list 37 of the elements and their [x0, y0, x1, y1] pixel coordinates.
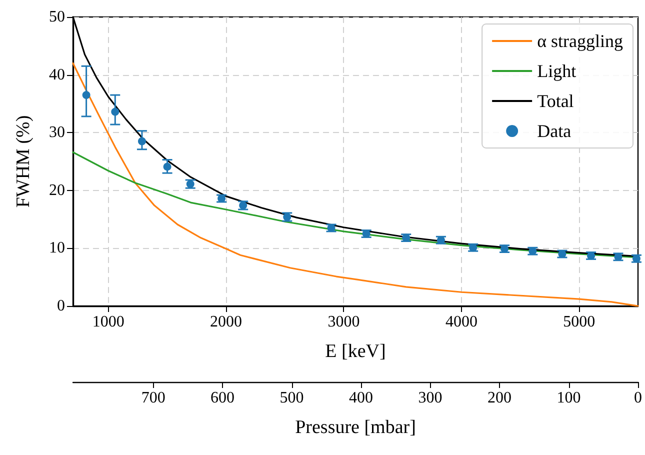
legend-label: Total	[537, 91, 574, 111]
x2-tick-label: 600	[210, 390, 235, 406]
point	[362, 230, 370, 238]
point	[528, 247, 537, 256]
x-tick-label: 1000	[92, 314, 124, 330]
y-tick-label: 20	[49, 182, 65, 199]
y-tick-label: 40	[49, 66, 65, 84]
x2-tick-label: 400	[349, 390, 374, 406]
y-axis-title: FWHM (%)	[13, 115, 34, 208]
x-tick-label: 5000	[563, 314, 596, 330]
x2-tick-label: 100	[556, 390, 581, 406]
x2-tick-label: 300	[418, 390, 442, 406]
y-tick-label: 50	[49, 8, 65, 26]
point	[402, 234, 410, 242]
x2-axis-title: Pressure [mbar]	[295, 417, 416, 438]
y-tick-label: 0	[57, 298, 65, 314]
x2-tick-label: 500	[280, 390, 304, 406]
point	[632, 254, 640, 263]
x-tick-label: 4000	[445, 314, 478, 330]
point	[138, 137, 146, 146]
point	[436, 236, 445, 244]
point	[469, 244, 478, 252]
y-tick-label: 30	[49, 124, 65, 142]
y-tick-label: 10	[49, 240, 65, 257]
legend-label: α straggling	[537, 31, 623, 51]
legend-label: Data	[537, 121, 572, 141]
point	[163, 162, 172, 171]
point	[111, 108, 120, 116]
point	[614, 252, 622, 261]
legend-label: Light	[537, 61, 576, 81]
x-tick-label: 2000	[210, 314, 242, 330]
x-tick-label: 3000	[328, 314, 360, 330]
x2-tick-label: 0	[634, 390, 642, 406]
x2-tick-label: 700	[141, 390, 166, 406]
x-axis-title: E [keV]	[325, 341, 386, 362]
x2-tick-label: 200	[488, 390, 512, 406]
point	[82, 91, 90, 100]
